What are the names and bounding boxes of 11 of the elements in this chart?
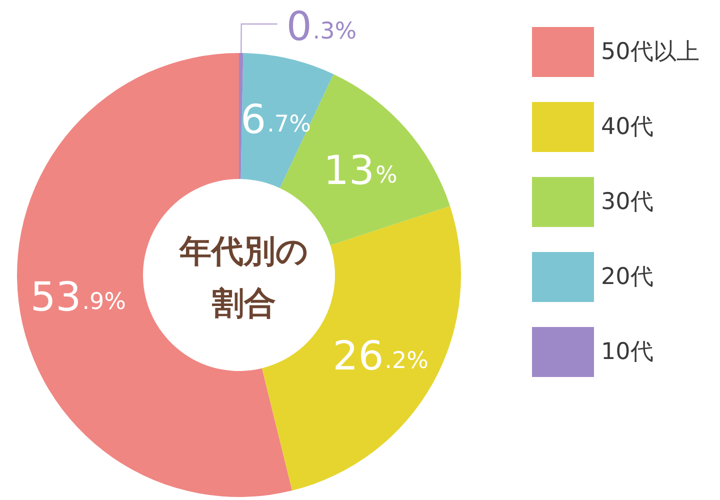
data-label: 13% <box>324 148 398 194</box>
legend-label: 50代以上 <box>601 39 700 65</box>
legend-label: 20代 <box>601 264 654 290</box>
legend-label: 40代 <box>601 114 654 140</box>
data-label: 6.7% <box>240 97 311 144</box>
text: 年代別の割合 <box>178 232 308 322</box>
data-label: 26.2% <box>332 334 428 380</box>
data-label: 53.9% <box>30 274 126 321</box>
data-label: 0.3% <box>286 4 357 50</box>
legend-label: 30代 <box>601 189 654 215</box>
legend-label: 10代 <box>601 339 654 365</box>
